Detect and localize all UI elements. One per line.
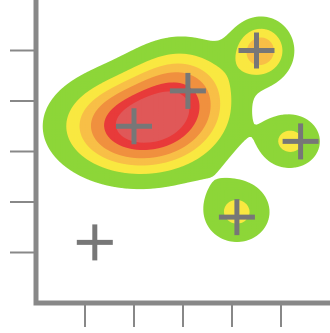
data-point-marker — [169, 72, 206, 109]
data-point-markers — [76, 32, 319, 261]
data-point-marker — [238, 32, 275, 69]
data-point-marker — [76, 224, 113, 261]
density-contour-layers — [42, 16, 320, 242]
data-point-marker — [116, 108, 152, 145]
data-point-marker — [218, 199, 255, 236]
data-point-marker — [282, 123, 319, 160]
chart-axes — [10, 0, 330, 327]
